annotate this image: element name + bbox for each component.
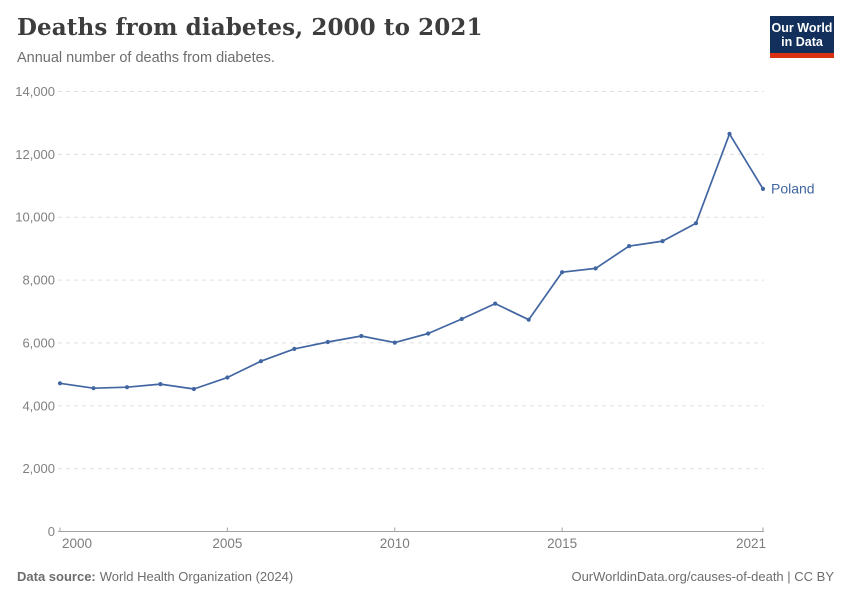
chart-subtitle: Annual number of deaths from diabetes. <box>17 50 275 66</box>
chart-header: Deaths from diabetes, 2000 to 2021 Annua… <box>17 14 834 66</box>
y-axis-tick-label: 10,000 <box>15 210 55 225</box>
data-point-2018[interactable] <box>660 239 665 244</box>
data-point-2013[interactable] <box>493 301 498 306</box>
owid-logo-line1: Our World <box>771 21 833 35</box>
data-point-2004[interactable] <box>191 386 196 392</box>
x-axis-tick-label: 2010 <box>380 536 410 551</box>
data-point-2015[interactable] <box>560 270 565 275</box>
y-axis-zero-label: 0 <box>48 524 55 539</box>
x-axis-tick-label: 2021 <box>736 536 766 551</box>
owid-logo-line2: in Data <box>781 35 823 49</box>
data-point-2005[interactable] <box>225 375 230 380</box>
data-point-2006[interactable] <box>258 359 263 364</box>
data-point-2014[interactable] <box>526 317 531 322</box>
data-point-2011[interactable] <box>426 331 431 336</box>
y-axis-tick-label: 14,000 <box>15 84 55 99</box>
data-source-value: World Health Organization (2024) <box>99 569 294 584</box>
data-point-2007[interactable] <box>292 346 297 351</box>
x-axis-tick-label: 2015 <box>547 536 577 551</box>
data-point-2019[interactable] <box>693 221 699 226</box>
data-point-2001[interactable] <box>91 386 96 391</box>
data-point-2002[interactable] <box>124 385 130 390</box>
data-point-2000[interactable] <box>57 381 63 386</box>
y-axis-tick-label: 8,000 <box>22 273 55 288</box>
data-point-2010[interactable] <box>392 340 397 345</box>
x-axis-tick-label: 2005 <box>212 536 242 551</box>
entity-label[interactable]: Poland <box>771 180 815 196</box>
data-point-2020[interactable] <box>727 131 732 136</box>
owid-logo[interactable]: Our World in Data <box>770 16 834 58</box>
license-link[interactable]: OurWorldinData.org/causes-of-death | CC … <box>571 569 834 584</box>
data-source-label: Data source: <box>17 569 96 584</box>
data-point-2009[interactable] <box>359 333 364 339</box>
data-source: Data source: World Health Organization (2… <box>17 569 293 584</box>
y-axis-tick-label: 12,000 <box>15 147 55 162</box>
trend-line[interactable] <box>59 133 764 390</box>
data-point-2012[interactable] <box>459 316 464 322</box>
chart-title: Deaths from diabetes, 2000 to 2021 <box>17 14 483 41</box>
x-axis-tick-label: 2000 <box>62 536 92 551</box>
y-axis-tick-label: 6,000 <box>22 335 55 350</box>
data-point-2021[interactable] <box>760 186 766 191</box>
data-point-2003[interactable] <box>158 382 163 387</box>
data-point-2016[interactable] <box>593 266 598 271</box>
y-axis-tick-label: 2,000 <box>22 461 55 476</box>
chart-footer: Data source: World Health Organization (2… <box>17 569 834 584</box>
data-point-2017[interactable] <box>627 244 632 249</box>
y-axis-tick-label: 4,000 <box>22 398 55 413</box>
data-point-2008[interactable] <box>325 339 330 345</box>
